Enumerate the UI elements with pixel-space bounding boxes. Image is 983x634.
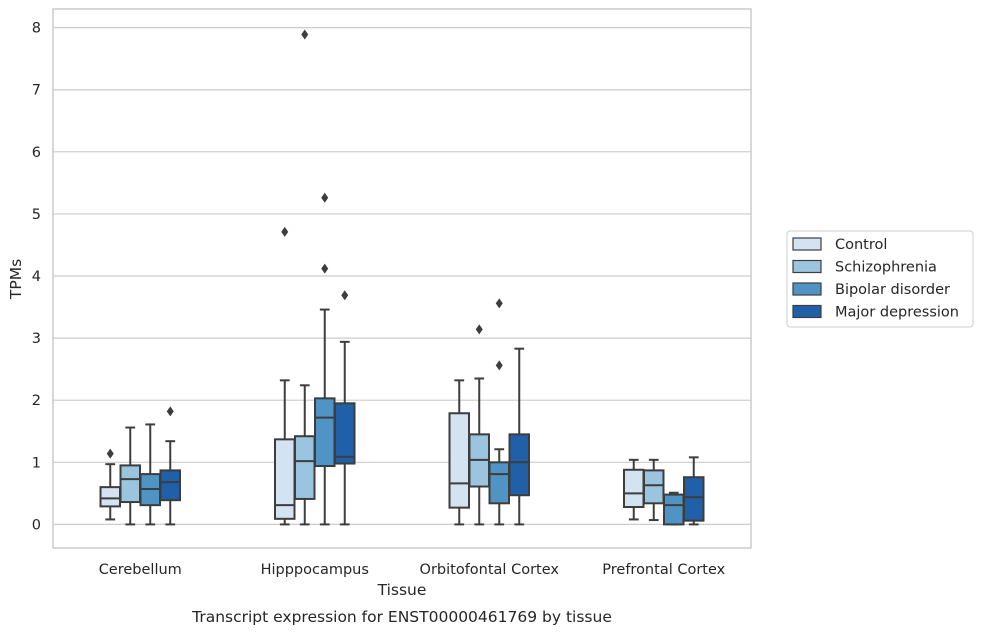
legend-label-schizophrenia: Schizophrenia bbox=[835, 260, 937, 276]
box-iqr bbox=[294, 435, 316, 500]
legend-label-bipolar-disorder: Bipolar disorder bbox=[835, 282, 950, 298]
box-major-depression-3 bbox=[508, 347, 530, 526]
y-tick-label-1: 1 bbox=[32, 455, 41, 471]
legend-swatch-control bbox=[792, 237, 822, 251]
x-tick-label-3: Orbitofontal Cortex bbox=[420, 562, 560, 578]
x-tick-label-1: Cerebellum bbox=[99, 562, 182, 578]
y-tick-label-7: 7 bbox=[32, 83, 41, 99]
y-tick-label-4: 4 bbox=[32, 269, 41, 285]
y-tick-label-0: 0 bbox=[32, 517, 41, 533]
box-iqr bbox=[448, 412, 470, 509]
outlier-marker-2 bbox=[321, 192, 329, 203]
legend-label-control: Control bbox=[835, 237, 887, 253]
box-control-2 bbox=[274, 226, 296, 526]
box-bipolar-disorder-3 bbox=[488, 298, 510, 526]
legend: Control Schizophrenia Bipolar disorder Majo… bbox=[786, 230, 974, 328]
y-tick-label-3: 3 bbox=[32, 331, 41, 347]
outlier-marker-1 bbox=[341, 290, 349, 301]
x-axis-label: Tissue bbox=[377, 581, 427, 599]
box-iqr bbox=[99, 486, 121, 508]
box-schizophrenia-4 bbox=[643, 458, 665, 522]
outlier-marker-1 bbox=[495, 360, 503, 371]
outlier-marker-1 bbox=[475, 324, 483, 335]
y-axis-label: TPMs bbox=[7, 259, 25, 300]
box-iqr bbox=[334, 402, 356, 465]
x-tick-label-4: Prefrontal Cortex bbox=[602, 562, 725, 578]
box-iqr bbox=[274, 438, 296, 520]
y-tick-label-8: 8 bbox=[32, 21, 41, 37]
box-bipolar-disorder-4 bbox=[663, 491, 685, 526]
box-iqr bbox=[508, 433, 530, 497]
box-major-depression-2 bbox=[334, 290, 356, 526]
chart-title: Transcript expression for ENST0000046176… bbox=[191, 608, 612, 626]
y-tick-label-6: 6 bbox=[32, 145, 41, 161]
y-tick-labels: 0 1 2 3 4 5 6 7 8 bbox=[32, 21, 41, 534]
box-iqr bbox=[683, 476, 705, 522]
box-iqr bbox=[643, 469, 665, 505]
x-tick-labels: Cerebellum Hipppocampus Orbitofontal Corte… bbox=[99, 562, 726, 578]
outlier-marker-2 bbox=[495, 298, 503, 309]
box-iqr bbox=[159, 469, 181, 502]
box-schizophrenia-2 bbox=[294, 29, 316, 526]
box-schizophrenia-3 bbox=[468, 324, 490, 526]
y-tick-label-5: 5 bbox=[32, 207, 41, 223]
boxes-layer bbox=[99, 29, 705, 526]
box-iqr bbox=[488, 461, 510, 505]
box-iqr bbox=[119, 464, 141, 504]
box-major-depression-1 bbox=[159, 406, 181, 526]
y-tick-label-2: 2 bbox=[32, 393, 41, 409]
outlier-marker-1 bbox=[166, 406, 174, 417]
legend-swatch-major-depression bbox=[792, 304, 822, 319]
outlier-marker-1 bbox=[106, 448, 114, 459]
box-iqr bbox=[623, 468, 645, 509]
box-iqr bbox=[314, 397, 336, 468]
legend-frame bbox=[786, 230, 974, 328]
legend-label-major-depression: Major depression bbox=[835, 305, 959, 321]
box-iqr bbox=[663, 493, 685, 526]
outlier-marker-1 bbox=[321, 263, 329, 274]
outlier-marker-1 bbox=[281, 226, 289, 237]
plot-frame bbox=[52, 8, 752, 549]
box-major-depression-4 bbox=[683, 456, 705, 526]
box-control-4 bbox=[623, 458, 645, 521]
legend-swatch-schizophrenia bbox=[792, 259, 822, 274]
outlier-marker-1 bbox=[301, 29, 309, 40]
x-tick-label-2: Hipppocampus bbox=[261, 562, 369, 578]
legend-swatch-bipolar-disorder bbox=[792, 282, 822, 296]
